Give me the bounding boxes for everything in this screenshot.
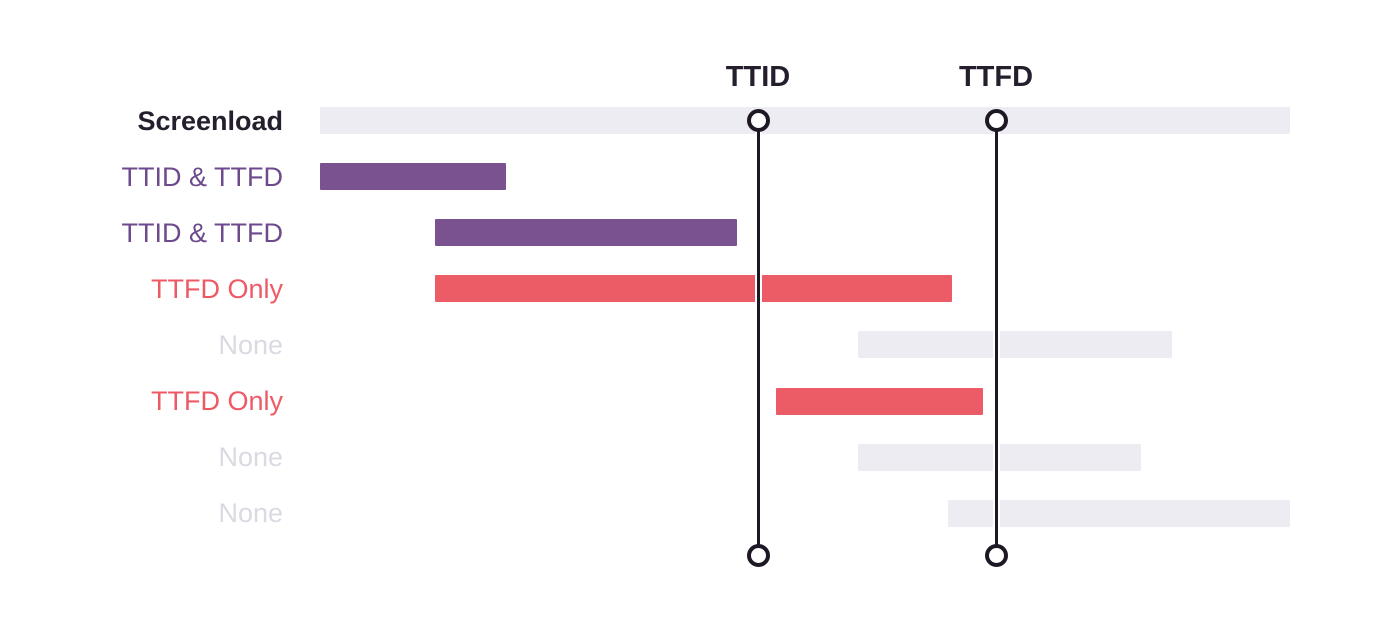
span-bar — [858, 331, 1172, 359]
span-bar — [858, 443, 1141, 471]
span-bar — [320, 107, 1290, 134]
row-label: None — [218, 498, 283, 529]
marker-dot-ttid-bottom — [746, 543, 770, 567]
span-bar — [948, 499, 1290, 527]
row-label: TTFD Only — [151, 273, 283, 304]
row-label: Screenload — [137, 105, 283, 136]
marker-label-ttid: TTID — [725, 61, 791, 93]
row-label: None — [218, 442, 283, 473]
marker-line-ttid — [754, 120, 762, 555]
span-bar — [320, 163, 506, 191]
span-bar — [776, 387, 983, 415]
span-bar — [435, 275, 952, 303]
marker-dot-ttfd-bottom — [984, 543, 1008, 567]
row-label: TTFD Only — [151, 386, 283, 416]
marker-dot-ttid-top — [746, 109, 770, 132]
marker-line-core — [994, 120, 998, 555]
marker-line-core — [756, 120, 760, 555]
row-label: None — [218, 329, 283, 360]
marker-dot-ttfd-top — [984, 109, 1008, 132]
row-label: TTID & TTFD — [121, 217, 284, 248]
marker-line-ttfd — [992, 120, 1000, 555]
span-bar — [435, 219, 737, 247]
row-label: TTID & TTFD — [121, 161, 284, 192]
marker-label-ttfd: TTFD — [958, 61, 1034, 93]
